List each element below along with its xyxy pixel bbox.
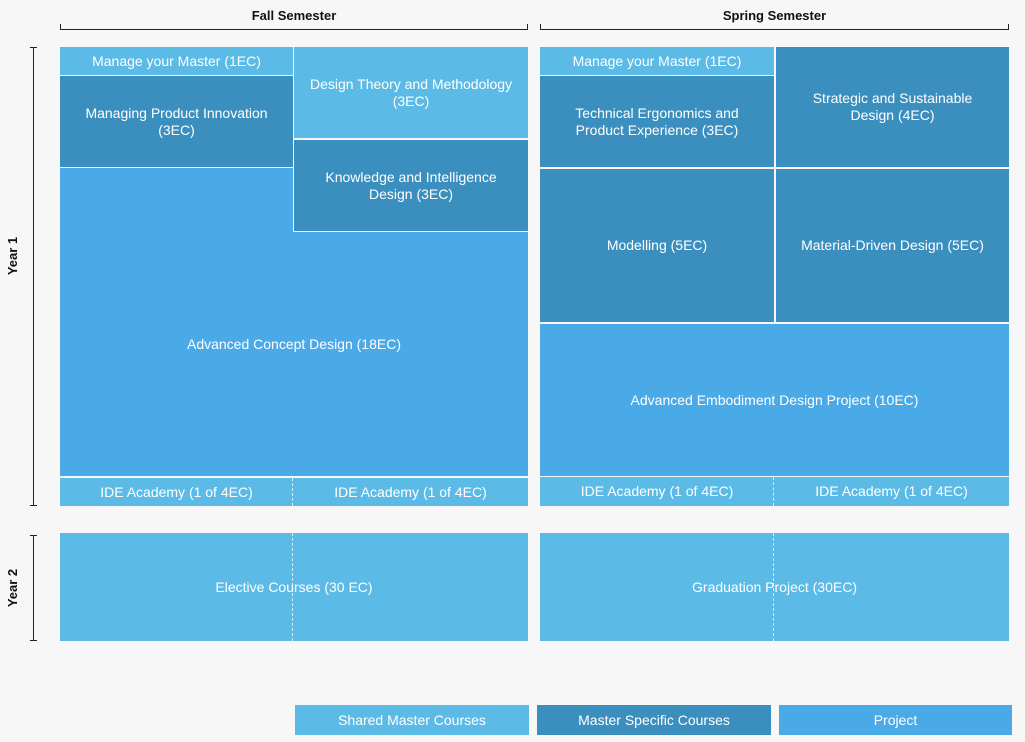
year2-bracket-top-tick: [30, 535, 37, 536]
fall-elective-courses: Elective Courses (30 EC): [60, 533, 528, 641]
fall-manage-master: Manage your Master (1EC): [60, 47, 293, 75]
year1-label: Year 1: [5, 236, 20, 276]
spring-material-driven: Material-Driven Design (5EC): [776, 169, 1009, 322]
year2-bracket: [33, 535, 34, 641]
year2-bracket-bottom-tick: [30, 640, 37, 641]
spring-semester-title: Spring Semester: [722, 8, 827, 23]
fall-managing-product-innovation: Managing Product Innovation (3EC): [60, 76, 293, 167]
fall-advanced-concept-upper: [60, 168, 293, 232]
fall-design-theory: Design Theory and Methodology (3EC): [294, 47, 528, 138]
fall-semester-title: Fall Semester: [251, 8, 337, 23]
fall-ide-academy-2: IDE Academy (1 of 4EC): [293, 478, 528, 506]
fall-advanced-concept: Advanced Concept Design (18EC): [60, 232, 528, 476]
fall-semester-bracket: [60, 29, 528, 30]
fall-ide-divider: [292, 478, 293, 506]
fall-bracket-right-tick: [527, 24, 528, 30]
spring-advanced-embodiment: Advanced Embodiment Design Project (10EC…: [540, 324, 1009, 476]
spring-strategic-sustainable: Strategic and Sustainable Design (4EC): [776, 47, 1009, 167]
spring-manage-master: Manage your Master (1EC): [540, 47, 774, 75]
spring-ide-academy-2: IDE Academy (1 of 4EC): [774, 477, 1009, 506]
year1-bracket: [33, 47, 34, 506]
fall-bracket-left-tick: [60, 24, 61, 30]
spring-modelling: Modelling (5EC): [540, 169, 774, 322]
fall-elective-divider: [292, 533, 293, 641]
year1-bracket-top-tick: [30, 47, 37, 48]
spring-graduation-divider: [773, 533, 774, 641]
legend-project: Project: [779, 705, 1012, 735]
spring-ide-divider: [773, 477, 774, 506]
fall-knowledge-intelligence: Knowledge and Intelligence Design (3EC): [294, 140, 528, 231]
spring-graduation-project: Graduation Project (30EC): [540, 533, 1009, 641]
year1-bracket-bottom-tick: [30, 505, 37, 506]
fall-ide-academy-1: IDE Academy (1 of 4EC): [60, 478, 293, 506]
spring-technical-ergonomics: Technical Ergonomics and Product Experie…: [540, 76, 774, 167]
legend-master-specific-courses: Master Specific Courses: [537, 705, 771, 735]
year2-label: Year 2: [5, 568, 20, 608]
spring-semester-bracket: [540, 29, 1009, 30]
spring-bracket-right-tick: [1008, 24, 1009, 30]
spring-ide-academy-1: IDE Academy (1 of 4EC): [540, 477, 774, 506]
legend-shared-master-courses: Shared Master Courses: [295, 705, 529, 735]
spring-bracket-left-tick: [540, 24, 541, 30]
